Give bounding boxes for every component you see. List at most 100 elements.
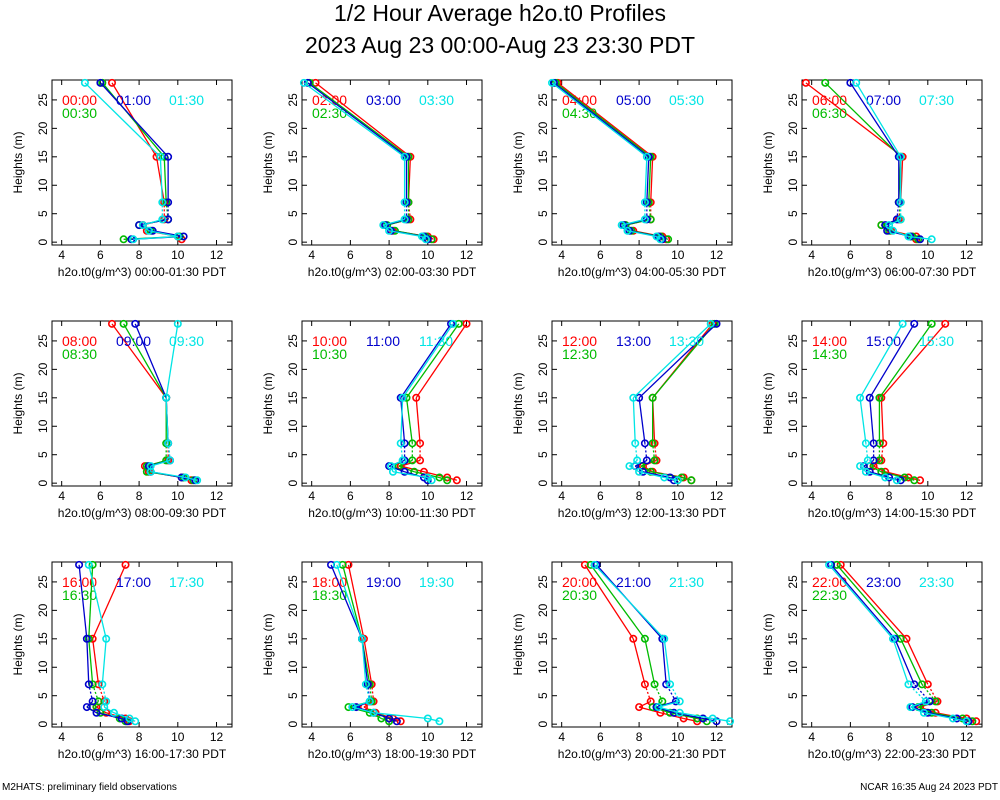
y-tick-label: 20 [786,362,800,376]
x-axis-label: h2o.t0(g/m^3) 08:00-09:30 PDT [58,506,227,520]
series-line [134,323,167,399]
series-line [905,638,929,685]
series-line [363,638,373,685]
x-tick-label: 8 [636,730,643,744]
x-tick-label: 4 [808,248,815,262]
series-time-label: 16:30 [62,587,97,603]
y-tick-label: 25 [786,575,800,589]
plot-frame [51,561,233,728]
y-tick-label: 20 [786,121,800,135]
series-line [644,443,648,461]
y-axis-label: Heights (m) [511,131,525,193]
x-tick-label: 6 [847,489,854,503]
series-time-label: 14:30 [812,346,847,362]
y-tick-label: 20 [36,121,50,135]
series-line [123,323,167,399]
data-point [821,78,830,87]
data-point [898,319,907,328]
data-point [119,319,128,328]
data-point [640,215,649,224]
series-time-label: 18:30 [312,587,347,603]
data-point [108,78,117,87]
data-point [673,476,682,485]
x-tick-label: 12 [460,248,474,262]
series-time-label: 01:30 [169,92,204,108]
y-axis-label: Heights (m) [11,131,25,193]
data-point [881,221,890,230]
x-tick-label: 6 [347,248,354,262]
y-tick-label: 25 [786,93,800,107]
x-tick-label: 12 [960,248,974,262]
data-point [162,393,171,402]
x-tick-label: 6 [597,489,604,503]
series-line [888,476,901,481]
plot-frame [301,320,483,487]
series-line [382,224,390,232]
series-line [952,717,967,722]
x-tick-label: 6 [847,248,854,262]
data-point [416,439,425,448]
series-line [640,465,652,473]
series-line [669,712,698,720]
data-point [193,476,202,485]
series-time-label: 23:00 [866,574,901,590]
data-point [642,456,651,465]
y-tick-label: 0 [286,720,300,727]
x-axis-label: h2o.t0(g/m^3) 18:00-19:30 PDT [308,747,477,761]
series-time-label: 20:30 [562,587,597,603]
x-tick-label: 4 [808,730,815,744]
series-line [584,564,634,640]
series-line [644,684,652,702]
x-tick-label: 4 [808,489,815,503]
x-tick-label: 4 [558,489,565,503]
profile-panel: 4 6 8 10 12 0 5 10 15 20 25 h2o.t0(g/m^3) 22:00-23:… [761,560,983,761]
x-tick-label: 8 [136,730,143,744]
series-time-label: 10:00 [312,333,347,349]
y-tick-label: 0 [36,479,50,486]
data-point [423,714,432,723]
y-tick-label: 0 [286,479,300,486]
series-line [681,476,692,481]
series-line [859,397,867,444]
y-axis-label: Heights (m) [761,613,775,675]
x-axis-label: h2o.t0(g/m^3) 22:00-23:30 PDT [808,747,977,761]
series-line [400,397,406,444]
series-line [142,224,150,232]
y-tick-label: 5 [536,451,550,458]
data-point [166,456,175,465]
series-line [152,230,184,238]
series-line [101,638,107,685]
y-tick-label: 10 [786,660,800,674]
data-point [650,456,659,465]
series-time-label: 08:30 [62,346,97,362]
data-point [385,226,394,235]
series-line [880,323,946,399]
x-tick-label: 6 [597,730,604,744]
series-line [163,156,167,203]
data-point [452,476,461,485]
data-point [125,714,134,723]
profile-panel: 4 6 8 10 12 0 5 10 15 20 25 h2o.t0(g/m^3) 16:00-17:… [11,560,233,761]
plot-frame [301,561,483,728]
data-point [435,473,444,482]
series-line [347,564,365,639]
data-point [396,717,405,726]
data-point [852,78,861,87]
series-line [111,323,167,399]
y-tick-label: 15 [36,632,50,646]
series-line [400,397,404,444]
data-point [941,319,950,328]
series-line [644,638,656,685]
y-tick-label: 15 [286,632,300,646]
y-tick-label: 20 [786,603,800,617]
x-axis-label: h2o.t0(g/m^3) 06:00-07:30 PDT [808,265,977,279]
series-time-label: 07:30 [919,92,954,108]
series-line [880,443,884,461]
series-line [553,82,650,158]
series-line [390,459,403,467]
y-tick-label: 15 [286,391,300,405]
x-tick-label: 12 [210,730,224,744]
data-point [84,680,93,689]
x-axis-label: h2o.t0(g/m^3) 04:00-05:30 PDT [558,265,727,279]
data-point [135,221,144,230]
